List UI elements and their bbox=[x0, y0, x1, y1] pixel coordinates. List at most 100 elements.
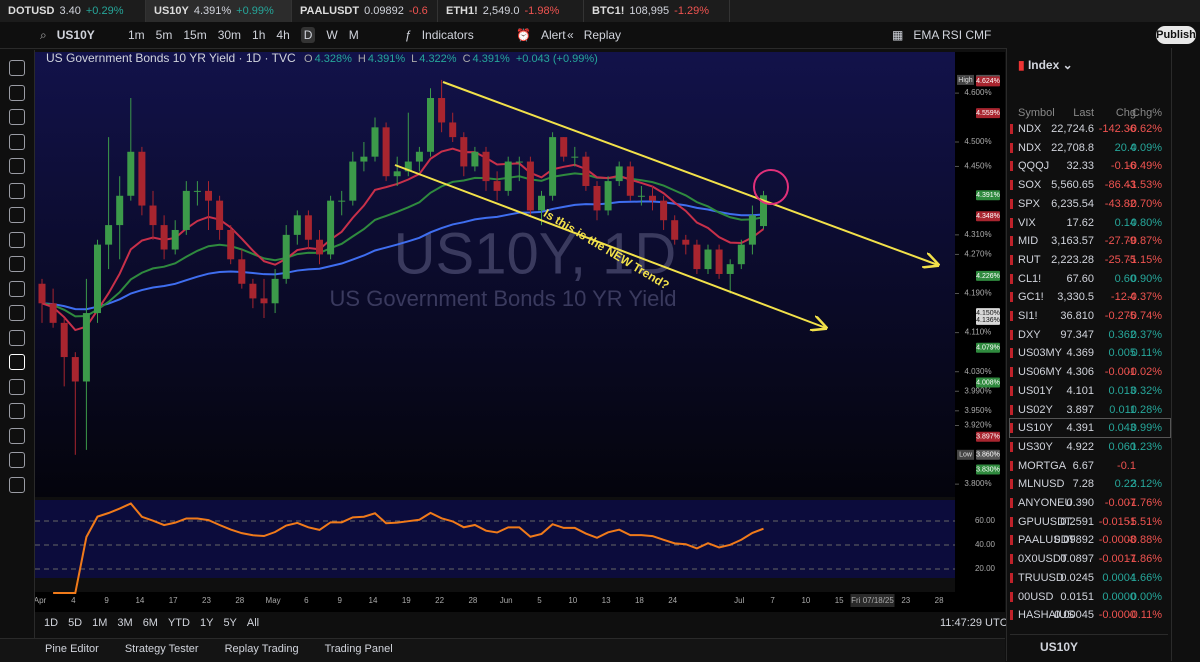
watchlist-row[interactable]: PAALUSDT 0.09892 -0.0008 -0.88% bbox=[1010, 531, 1170, 549]
watchlist-row[interactable]: RUT 2,223.28 -25.75 -1.15% bbox=[1010, 251, 1170, 269]
watchlist-row[interactable]: DXY 97.347 0.362 0.37% bbox=[1010, 326, 1170, 344]
price-badge-label: 4.079% bbox=[976, 345, 1000, 352]
interval[interactable]: 1m bbox=[128, 28, 145, 42]
list-name[interactable]: Index bbox=[1027, 58, 1060, 72]
tab[interactable]: PAALUSDT 0.09892 -0.6 bbox=[292, 0, 438, 22]
watchlist-row[interactable]: TRUUSD 0.0245 0.0004 1.66% bbox=[1010, 569, 1170, 587]
indicators[interactable]: Indicators bbox=[421, 28, 474, 42]
candle-body bbox=[271, 278, 279, 304]
watchlist-row[interactable]: US06MY 4.306 -0.001 -0.02% bbox=[1010, 363, 1170, 381]
interval[interactable]: W bbox=[326, 28, 338, 42]
change-percent: -5.51% bbox=[1127, 515, 1162, 528]
replay-button[interactable]: «Replay bbox=[567, 28, 622, 42]
template[interactable]: EMA RSI CMF bbox=[913, 28, 992, 42]
y-tick-label: 3.950% bbox=[964, 406, 991, 415]
watchlist-row[interactable]: VIX 17.62 0.14 0.80% bbox=[1010, 214, 1170, 232]
watchlist-row[interactable]: NDX 22,708.8 20.4 0.09% bbox=[1010, 139, 1170, 157]
interval[interactable]: 4h bbox=[276, 28, 290, 42]
watchlist-row[interactable]: US10Y 4.391 0.043 0.99% bbox=[1009, 418, 1171, 439]
range[interactable]: 1D bbox=[44, 617, 59, 629]
tool-icon[interactable] bbox=[9, 256, 25, 272]
range[interactable]: All bbox=[246, 617, 260, 629]
tab-price: 108,995 bbox=[629, 5, 670, 17]
watchlist-row[interactable]: MID 3,163.57 -27.79 -0.87% bbox=[1010, 232, 1170, 250]
tool-icon[interactable] bbox=[9, 305, 25, 321]
change-percent: 0.90% bbox=[1130, 272, 1162, 285]
tool-icon[interactable] bbox=[9, 231, 25, 248]
publish-button[interactable]: Publish bbox=[1156, 26, 1196, 44]
range[interactable]: 6M bbox=[142, 617, 158, 629]
interval[interactable]: M bbox=[348, 28, 359, 42]
interval[interactable]: 5m bbox=[155, 28, 173, 42]
tab[interactable]: BTC1! 108,995 -1.29% bbox=[584, 0, 730, 22]
watchlist-row[interactable]: MLNUSD 7.28 0.22 3.12% bbox=[1010, 475, 1170, 493]
tool-icon[interactable] bbox=[9, 182, 25, 199]
symbol: GPUUSDT bbox=[1018, 515, 1072, 528]
tool-icon[interactable] bbox=[9, 84, 25, 101]
symbol-search[interactable]: ⌕ US10Y bbox=[40, 27, 95, 43]
tool-icon[interactable] bbox=[9, 60, 25, 76]
range[interactable]: 3M bbox=[117, 617, 133, 629]
change-percent: 1.66% bbox=[1130, 571, 1162, 584]
indicators-button[interactable]: ƒ Indicators bbox=[405, 28, 474, 42]
panel-tab[interactable]: Strategy Tester bbox=[124, 643, 199, 655]
panel-tab[interactable]: Trading Panel bbox=[324, 643, 393, 655]
symbol: US10Y bbox=[1018, 422, 1053, 435]
watchlist-title[interactable]: ▮ Index ⌄ bbox=[1018, 58, 1073, 72]
tool-icon[interactable] bbox=[9, 452, 25, 468]
alert-button[interactable]: ⏰ Alert bbox=[516, 28, 566, 42]
tool-icon[interactable] bbox=[9, 427, 25, 444]
watchlist-row[interactable]: GPUUSDT 0.2591 -0.0151 -5.51% bbox=[1010, 513, 1170, 531]
panel-tab[interactable]: Replay Trading bbox=[224, 643, 299, 655]
interval[interactable]: D bbox=[300, 27, 316, 43]
tool-icon[interactable] bbox=[9, 158, 25, 174]
range[interactable]: YTD bbox=[167, 617, 190, 629]
watchlist-row[interactable]: US01Y 4.101 0.013 0.32% bbox=[1010, 382, 1170, 400]
panel-tab[interactable]: Pine Editor bbox=[45, 643, 99, 655]
tool-icon[interactable] bbox=[9, 476, 25, 493]
watchlist-row[interactable]: 0X0USDT 0.0897 -0.0017 -1.86% bbox=[1010, 550, 1170, 568]
tab[interactable]: DOTUSD 3.40 +0.29% bbox=[0, 0, 146, 22]
watchlist-row[interactable]: US02Y 3.897 0.011 0.28% bbox=[1010, 401, 1170, 419]
interval[interactable]: 1h bbox=[252, 28, 266, 42]
range[interactable]: 5D bbox=[68, 617, 83, 629]
candle-body bbox=[82, 313, 90, 382]
range[interactable]: 5Y bbox=[223, 617, 237, 629]
row-marker bbox=[1010, 610, 1013, 621]
symbol: US06MY bbox=[1018, 366, 1063, 379]
tab[interactable]: US10Y 4.391% +0.99% bbox=[146, 0, 292, 22]
range[interactable]: 1M bbox=[92, 617, 108, 629]
tool-icon[interactable] bbox=[9, 109, 25, 125]
watchlist-row[interactable]: SI1! 36.810 -0.275 -0.74% bbox=[1010, 307, 1170, 325]
x-tick-label: 9 bbox=[337, 596, 342, 605]
tool-icon[interactable] bbox=[9, 354, 25, 370]
watchlist-row[interactable]: SPX 6,235.54 -43.82 -0.70% bbox=[1010, 195, 1170, 213]
watchlist-row[interactable]: HASHAIUS 0.00045 -0.0000 -0.11% bbox=[1010, 606, 1170, 624]
watchlist-row[interactable]: CL1! 67.60 0.60 0.90% bbox=[1010, 270, 1170, 288]
symbol[interactable]: US10Y bbox=[56, 28, 95, 42]
watchlist-row[interactable]: SOX 5,560.65 -86.43 -1.53% bbox=[1010, 176, 1170, 194]
tool-icon[interactable] bbox=[9, 329, 25, 346]
replay[interactable]: Replay bbox=[583, 28, 622, 42]
interval[interactable]: 30m bbox=[217, 28, 242, 42]
alert[interactable]: Alert bbox=[540, 28, 566, 42]
tool-icon[interactable] bbox=[9, 133, 25, 150]
tool-icon[interactable] bbox=[9, 403, 25, 419]
watchlist-row[interactable]: US03MY 4.369 0.005 0.11% bbox=[1010, 344, 1170, 362]
watchlist-row[interactable]: MORTGA 6.67 -0.1 bbox=[1010, 457, 1170, 475]
tool-icon[interactable] bbox=[9, 207, 25, 223]
tool-icon[interactable] bbox=[9, 280, 25, 297]
x-tick-label: 14 bbox=[135, 596, 144, 605]
tool-icon[interactable] bbox=[9, 378, 25, 395]
range[interactable]: 1Y bbox=[199, 617, 214, 629]
watchlist-row[interactable]: GC1! 3,330.5 -12.4 -0.37% bbox=[1010, 288, 1170, 306]
tab[interactable]: ETH1! 2,549.0 -1.98% bbox=[438, 0, 584, 22]
watchlist-row[interactable]: QQQJ 32.33 -0.16 -0.49% bbox=[1010, 157, 1170, 175]
interval[interactable]: 15m bbox=[183, 28, 207, 42]
watchlist-row[interactable]: US30Y 4.922 0.060 1.23% bbox=[1010, 438, 1170, 456]
template-button[interactable]: ▦ EMA RSI CMF bbox=[892, 28, 992, 42]
watchlist-row[interactable]: NDX 22,724.6 -142.36 -0.62% bbox=[1010, 120, 1170, 138]
watchlist-row[interactable]: ANYONEU 0.390 -0.007 -1.76% bbox=[1010, 494, 1170, 512]
watchlist-row[interactable]: 00USD 0.0151 0.0000 0.00% bbox=[1010, 588, 1170, 606]
last: 7.28 bbox=[1072, 478, 1094, 491]
